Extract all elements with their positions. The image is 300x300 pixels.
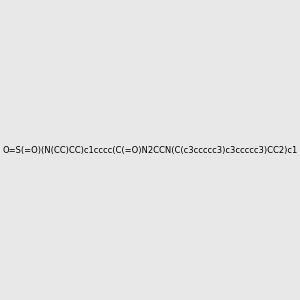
Text: O=S(=O)(N(CC)CC)c1cccc(C(=O)N2CCN(C(c3ccccc3)c3ccccc3)CC2)c1: O=S(=O)(N(CC)CC)c1cccc(C(=O)N2CCN(C(c3cc… xyxy=(2,146,298,154)
